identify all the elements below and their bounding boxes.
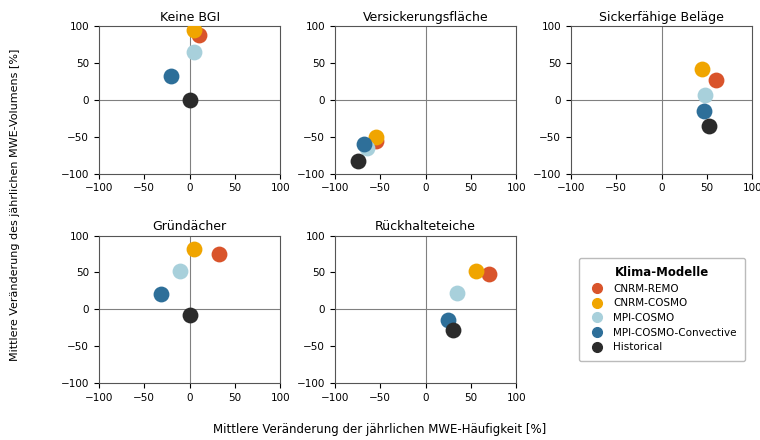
Title: Gründächer: Gründächer [153,220,226,233]
Point [447,326,459,334]
Title: Keine BGI: Keine BGI [160,11,220,24]
Title: Versickerungsfläche: Versickerungsfläche [363,11,489,24]
Point [188,26,200,33]
Point [483,270,496,277]
Point [696,66,708,73]
Text: Mittlere Veränderung des jährlichen MWE-Volumens [%]: Mittlere Veränderung des jährlichen MWE-… [10,48,21,361]
Legend: CNRM-REMO, CNRM-COSMO, MPI-COSMO, MPI-COSMO-Convective, Historical: CNRM-REMO, CNRM-COSMO, MPI-COSMO, MPI-CO… [578,257,745,361]
Point [192,32,204,39]
Title: Sickerfähige Beläge: Sickerfähige Beläge [599,11,724,24]
Point [188,245,200,252]
Point [213,250,225,257]
Point [166,72,178,79]
Point [351,158,363,165]
Point [360,144,372,151]
Point [442,317,454,324]
Point [698,107,711,114]
Text: Mittlere Veränderung der jährlichen MWE-Häufigkeit [%]: Mittlere Veränderung der jährlichen MWE-… [214,422,546,436]
Point [369,137,382,144]
Point [451,290,464,297]
Point [154,291,166,298]
Point [183,96,195,103]
Point [703,122,715,129]
Point [699,92,711,99]
Title: Rückhalteteiche: Rückhalteteiche [375,220,476,233]
Point [369,133,382,140]
Point [174,268,186,275]
Point [710,77,722,84]
Point [188,49,200,56]
Point [470,268,482,275]
Point [358,141,370,148]
Point [183,312,195,319]
